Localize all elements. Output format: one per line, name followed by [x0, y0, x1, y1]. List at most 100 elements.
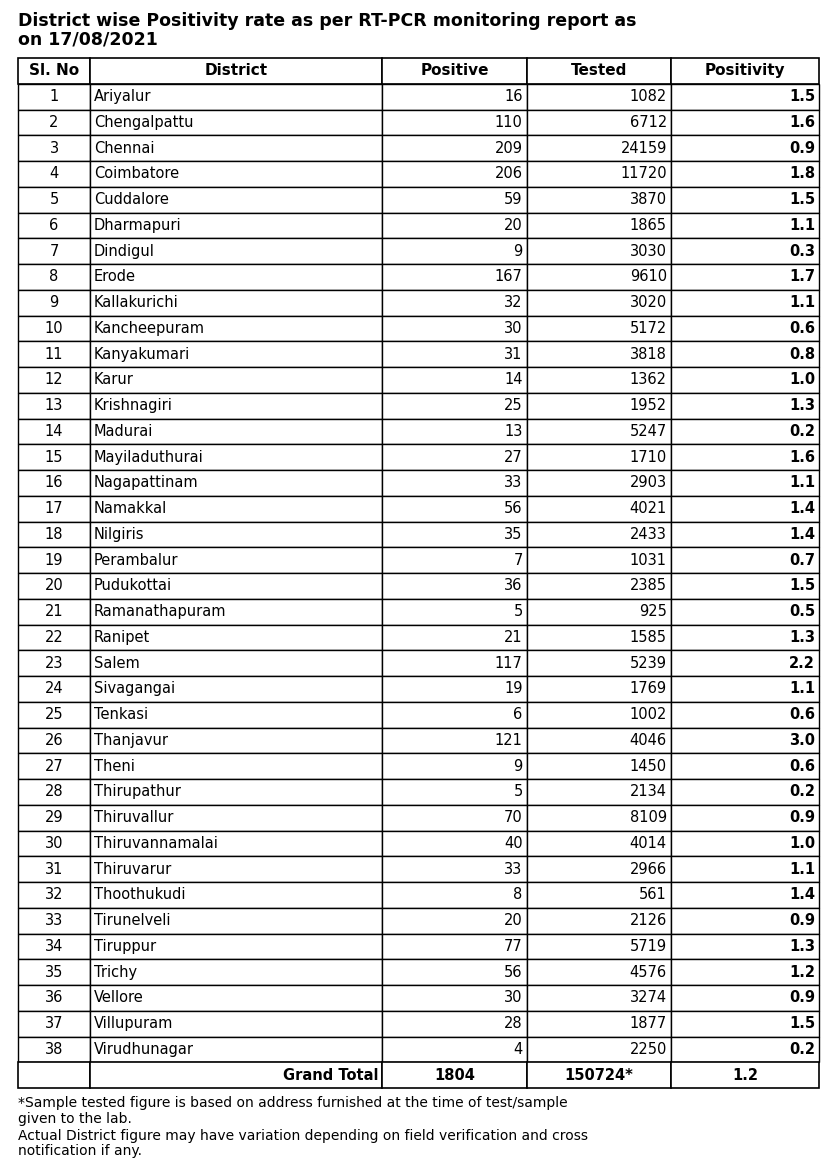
Text: 1710: 1710 — [629, 449, 666, 464]
Bar — [670, 187, 818, 213]
Bar — [90, 856, 382, 882]
Bar — [382, 1062, 526, 1088]
Text: 1877: 1877 — [629, 1016, 666, 1031]
Text: on 17/08/2021: on 17/08/2021 — [18, 30, 158, 48]
Bar — [18, 805, 90, 831]
Text: 30: 30 — [45, 835, 64, 851]
Bar — [382, 934, 526, 959]
Text: 4014: 4014 — [629, 835, 666, 851]
Text: *Sample tested figure is based on address furnished at the time of test/sample: *Sample tested figure is based on addres… — [18, 1096, 567, 1110]
Bar — [382, 779, 526, 805]
Text: 19: 19 — [503, 681, 522, 696]
Bar — [526, 985, 670, 1011]
Bar — [382, 908, 526, 934]
Bar — [18, 342, 90, 367]
Text: 1.7: 1.7 — [788, 269, 814, 284]
Text: 1.6: 1.6 — [788, 115, 814, 130]
Bar — [382, 831, 526, 856]
Text: 5: 5 — [512, 604, 522, 619]
Bar — [526, 110, 670, 136]
Text: 40: 40 — [503, 835, 522, 851]
Bar — [526, 702, 670, 728]
Text: 2966: 2966 — [629, 861, 666, 876]
Bar — [670, 316, 818, 342]
Bar — [90, 393, 382, 419]
Bar — [18, 161, 90, 187]
Bar — [670, 110, 818, 136]
Bar — [382, 393, 526, 419]
Text: Pudukottai: Pudukottai — [94, 578, 172, 593]
Bar — [526, 84, 670, 110]
Bar — [18, 239, 90, 264]
Text: Kallakurichi: Kallakurichi — [94, 295, 179, 310]
Text: 1.3: 1.3 — [788, 629, 814, 645]
Text: 26: 26 — [44, 732, 64, 748]
Text: 1002: 1002 — [629, 707, 666, 722]
Text: 27: 27 — [503, 449, 522, 464]
Bar — [526, 445, 670, 470]
Bar — [670, 702, 818, 728]
Bar — [670, 856, 818, 882]
Text: 7: 7 — [49, 243, 59, 259]
Text: 35: 35 — [45, 964, 64, 979]
Text: 1.5: 1.5 — [788, 89, 814, 104]
Text: 8: 8 — [49, 269, 59, 284]
Bar — [670, 1037, 818, 1062]
Bar — [670, 831, 818, 856]
Text: 1362: 1362 — [629, 372, 666, 387]
Text: 6712: 6712 — [629, 115, 666, 130]
Text: Tenkasi: Tenkasi — [94, 707, 148, 722]
Text: 17: 17 — [44, 501, 64, 516]
Text: 4: 4 — [512, 1041, 522, 1057]
Text: 56: 56 — [503, 501, 522, 516]
Bar — [382, 959, 526, 985]
Text: 9: 9 — [512, 243, 522, 259]
Bar — [670, 522, 818, 548]
Text: Ariyalur: Ariyalur — [94, 89, 151, 104]
Bar — [382, 187, 526, 213]
Bar — [18, 367, 90, 393]
Text: 35: 35 — [503, 526, 522, 542]
Bar — [382, 1037, 526, 1062]
Text: Nilgiris: Nilgiris — [94, 526, 145, 542]
Bar — [382, 599, 526, 625]
Bar — [382, 1011, 526, 1037]
Text: 6: 6 — [49, 218, 59, 233]
Text: Trichy: Trichy — [94, 964, 137, 979]
Bar — [18, 599, 90, 625]
Bar — [18, 728, 90, 753]
Bar — [382, 985, 526, 1011]
Bar — [18, 110, 90, 136]
Text: Tested: Tested — [570, 63, 626, 78]
Bar — [90, 290, 382, 316]
Text: 3870: 3870 — [629, 192, 666, 207]
Text: 30: 30 — [503, 321, 522, 336]
Text: 10: 10 — [44, 321, 64, 336]
Bar — [90, 753, 382, 779]
Bar — [18, 908, 90, 934]
Text: 1.5: 1.5 — [788, 192, 814, 207]
Text: 0.6: 0.6 — [788, 707, 814, 722]
Bar — [526, 470, 670, 496]
Text: 5172: 5172 — [629, 321, 666, 336]
Text: 28: 28 — [503, 1016, 522, 1031]
Bar — [670, 882, 818, 908]
Bar — [670, 470, 818, 496]
Text: 1865: 1865 — [629, 218, 666, 233]
Text: Thiruvarur: Thiruvarur — [94, 861, 171, 876]
Bar — [670, 290, 818, 316]
Text: 206: 206 — [494, 166, 522, 181]
Bar — [90, 831, 382, 856]
Bar — [670, 393, 818, 419]
Text: 7: 7 — [512, 552, 522, 567]
Text: 3818: 3818 — [630, 346, 666, 362]
Text: 5247: 5247 — [629, 424, 666, 439]
Bar — [90, 110, 382, 136]
Text: 1.1: 1.1 — [788, 861, 814, 876]
Bar — [670, 496, 818, 522]
Bar — [18, 470, 90, 496]
Text: 3: 3 — [49, 140, 59, 156]
Bar — [670, 676, 818, 702]
Bar — [526, 316, 670, 342]
Bar — [670, 651, 818, 676]
